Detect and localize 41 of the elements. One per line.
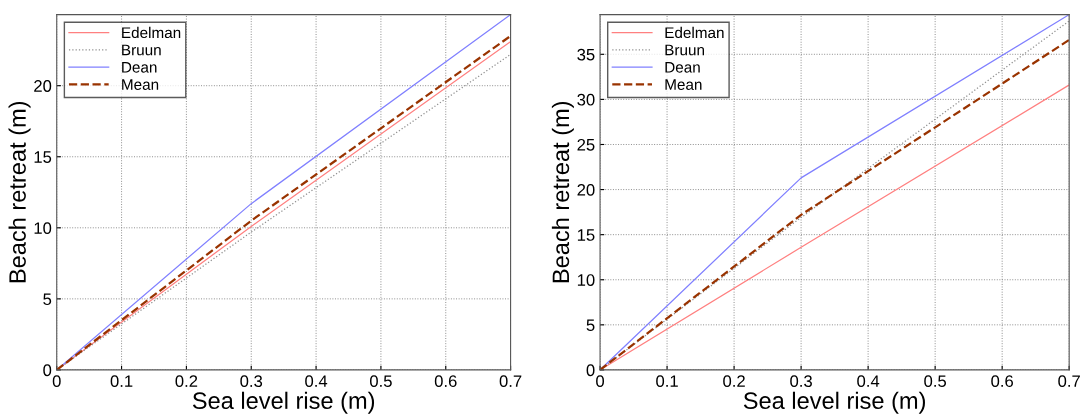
x-tick-label: 0.3 (240, 375, 263, 388)
x-tick-label: 0 (596, 375, 605, 388)
x-tick-label: 0.3 (790, 375, 812, 388)
y-tick-label: 35 (577, 48, 595, 61)
x-tick-label: 0.7 (499, 375, 522, 388)
y-axis-title: Beach retreat (m) (8, 101, 31, 283)
legend-label: Bruun (122, 44, 161, 56)
y-tick-label: 5 (43, 293, 52, 306)
legend-label: Bruun (665, 44, 704, 56)
x-tick-label: 0 (52, 375, 61, 388)
x-tick-label: 0.4 (857, 375, 880, 388)
y-tick-label: 15 (577, 229, 595, 241)
y-tick-label: 10 (577, 274, 595, 286)
y-tick-label: 25 (577, 138, 595, 151)
x-tick-label: 0.5 (924, 375, 947, 388)
legend-label: Mean (122, 79, 159, 90)
x-tick-label: 0.5 (369, 375, 392, 388)
legend-label: Dean (122, 62, 157, 73)
x-tick-label: 0.7 (1058, 375, 1080, 388)
legend-label: Mean (665, 79, 702, 90)
legend-label: Dean (665, 62, 700, 73)
y-tick-label: 20 (34, 80, 52, 92)
y-tick-label: 15 (34, 151, 52, 163)
x-tick-label: 0.1 (656, 375, 678, 388)
y-axis-title: Beach retreat (m) (551, 101, 574, 283)
legend-label: Edelman (665, 26, 724, 39)
y-tick-label: 0 (586, 364, 595, 377)
x-tick-label: 0.6 (991, 375, 1014, 388)
y-tick-label: 20 (577, 183, 595, 196)
y-tick-label: 10 (34, 222, 52, 235)
x-tick-label: 0.6 (434, 375, 457, 388)
legend-label: Edelman (122, 26, 181, 39)
x-tick-label: 0.4 (305, 375, 328, 388)
x-tick-label: 0.2 (723, 375, 745, 388)
y-tick-label: 30 (577, 93, 595, 106)
y-tick-label: 0 (43, 364, 52, 377)
x-tick-label: 0.1 (110, 375, 133, 388)
x-axis-title: Sea level rise (m) (743, 391, 925, 414)
y-tick-label: 5 (586, 319, 595, 332)
x-tick-label: 0.2 (175, 375, 198, 388)
x-axis-title: Sea level rise (m) (192, 391, 375, 414)
